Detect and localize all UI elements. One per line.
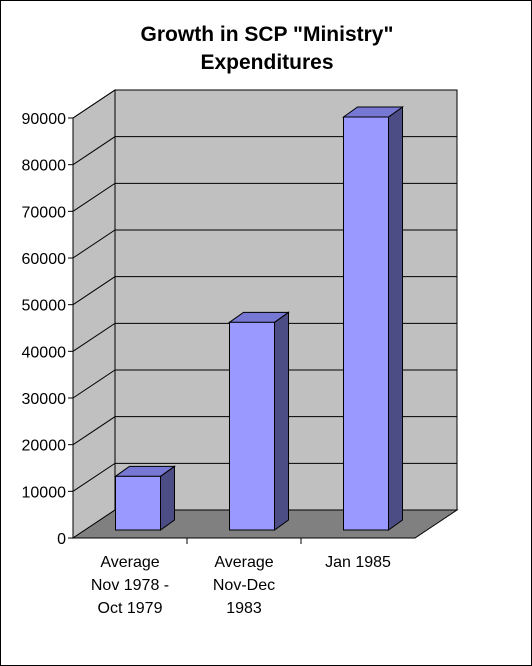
chart-title-line-2: Expenditures xyxy=(200,51,334,74)
y-tick-label: 80000 xyxy=(22,158,67,175)
y-tick-label: 60000 xyxy=(22,251,67,268)
x-category-label: Nov-Dec xyxy=(213,577,275,594)
bar xyxy=(229,321,275,531)
bar-side xyxy=(274,311,289,531)
bar-side xyxy=(160,465,175,531)
x-category-label: Average xyxy=(100,554,159,571)
x-category-label: Jan 1985 xyxy=(325,554,391,571)
bar-side xyxy=(388,106,403,531)
y-tick-label: 90000 xyxy=(22,111,67,128)
y-tick-label: 40000 xyxy=(22,344,67,361)
y-tick-label: 30000 xyxy=(22,391,67,408)
chart-title-line-1: Growth in SCP "Ministry" xyxy=(140,23,394,46)
x-category-label: Nov 1978 - xyxy=(91,577,169,594)
chart-title: Growth in SCP "Ministry" Expenditures xyxy=(1,21,531,77)
y-tick-label: 0 xyxy=(57,531,66,548)
x-category-label: Oct 1979 xyxy=(98,600,163,617)
side-wall xyxy=(72,89,116,539)
x-category-label: Average xyxy=(214,554,273,571)
y-tick-label: 10000 xyxy=(22,484,67,501)
gridline xyxy=(72,89,457,119)
y-tick-label: 50000 xyxy=(22,298,67,315)
x-category-label: 1983 xyxy=(226,600,262,617)
y-tick-label: 70000 xyxy=(22,204,67,221)
bar xyxy=(343,116,389,531)
y-tick-label: 20000 xyxy=(22,438,67,455)
bar xyxy=(115,475,161,531)
